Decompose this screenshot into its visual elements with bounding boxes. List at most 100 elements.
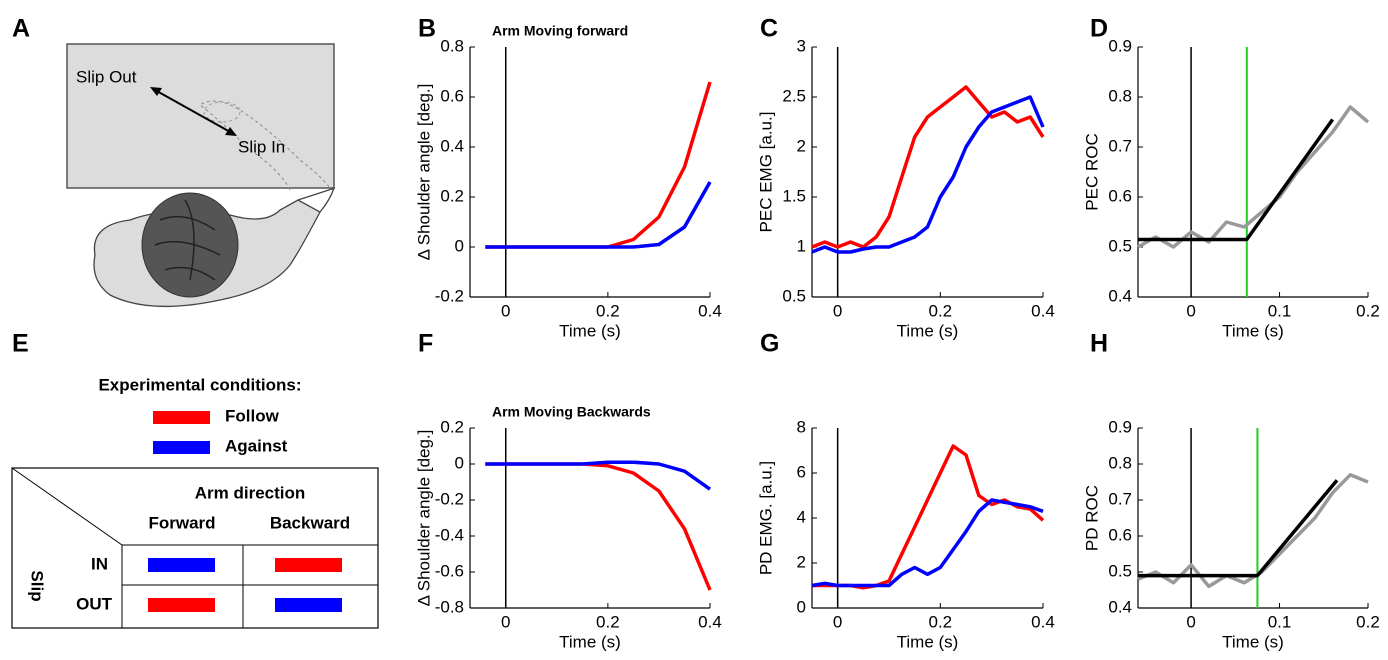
chart: 0.40.50.60.70.80.900.10.2Time (s)PD ROC [1082, 417, 1379, 651]
y-tick-label: 0.8 [1108, 453, 1132, 472]
y-tick-label: -0.8 [435, 597, 464, 616]
y-tick-label: 0.5 [1108, 561, 1132, 580]
y-tick-label: -0.6 [435, 561, 464, 580]
slip-in-label: Slip In [238, 137, 285, 156]
x-tick-label: 0.2 [1356, 612, 1380, 631]
y-axis-label: Δ Shoulder angle [deg.] [414, 430, 433, 607]
cell-swatch [148, 558, 215, 572]
row-header: OUT [76, 594, 113, 613]
x-tick-label: 0 [501, 301, 510, 320]
x-tick-label: 0 [1186, 301, 1195, 320]
y-tick-label: 0.6 [1108, 525, 1132, 544]
row-header: IN [91, 554, 108, 573]
x-axis-label: Time (s) [897, 321, 959, 340]
panel-letter: E [12, 330, 29, 358]
x-tick-label: 0.4 [698, 612, 722, 631]
series-line [1138, 475, 1368, 587]
y-tick-label: 2 [797, 136, 806, 155]
x-tick-label: 0.4 [1031, 301, 1055, 320]
y-tick-label: 2.5 [782, 86, 806, 105]
chart: 0.4 0.5 0.6 0.7 0.8 0.9 0 0.1 0.2 Time (s) PEC ROC [1082, 36, 1379, 340]
column-header: Forward [148, 513, 215, 532]
y-tick-label: 0 [455, 236, 464, 255]
x-tick-label: 0 [1186, 612, 1195, 631]
y-tick-label: 4 [797, 507, 806, 526]
y-tick-label: 0.8 [440, 36, 464, 55]
cell-swatch [275, 598, 342, 612]
conditions-title: Experimental conditions: [98, 375, 301, 394]
y-tick-label: 6 [797, 462, 806, 481]
x-tick-label: 0.2 [596, 301, 620, 320]
x-tick-label: 0.2 [929, 612, 953, 631]
y-tick-label: 0.9 [1108, 417, 1132, 436]
y-tick-label: 2 [797, 552, 806, 571]
y-axis-label: PEC ROC [1082, 133, 1101, 210]
panel-letter: A [12, 15, 30, 43]
x-tick-label: 0.1 [1268, 301, 1292, 320]
y-tick-label: 0.7 [1108, 489, 1132, 508]
x-tick-label: 0.4 [1031, 612, 1055, 631]
series-line [485, 82, 710, 247]
y-tick-label: -0.2 [435, 286, 464, 305]
y-tick-label: 0.8 [1108, 86, 1132, 105]
series-line [812, 97, 1043, 252]
y-tick-label: 8 [797, 417, 806, 436]
y-tick-label: 0.9 [1108, 36, 1132, 55]
y-tick-label: 3 [797, 36, 806, 55]
cell-swatch [275, 558, 342, 572]
y-tick-label: -0.4 [435, 525, 464, 544]
arm-diagram: Slip Out Slip In [67, 44, 335, 306]
table-diagonal [12, 468, 122, 545]
y-axis-label: PD ROC [1082, 485, 1101, 551]
y-tick-label: 0.2 [440, 186, 464, 205]
y-tick-label: 0 [455, 453, 464, 472]
series-line [812, 500, 1043, 586]
x-axis-label: Time (s) [1222, 321, 1284, 340]
conditions: Experimental conditions: [98, 375, 301, 394]
panel-letter: G [760, 330, 779, 358]
legend-swatch [153, 441, 210, 454]
row-group-header: Slip [28, 570, 47, 601]
legend-label: Against [225, 436, 288, 455]
y-axis-label: Δ Shoulder angle [deg.] [414, 84, 433, 261]
chart-title: Arm Moving Backwards [492, 404, 651, 420]
series-line [1138, 120, 1333, 240]
panel-letter: H [1090, 330, 1108, 358]
x-tick-label: 0 [833, 301, 842, 320]
y-tick-label: 0.7 [1108, 136, 1132, 155]
slip-out-label: Slip Out [76, 67, 137, 86]
y-axis-label: PEC EMG [a.u.] [756, 112, 775, 233]
chart-title: Arm Moving forward [492, 23, 628, 39]
legend-label: Follow [225, 406, 280, 425]
y-tick-label: 0.6 [1108, 186, 1132, 205]
y-tick-label: 0.6 [440, 86, 464, 105]
y-axis-label: PD EMG. [a.u.] [756, 461, 775, 575]
y-tick-label: 1 [797, 236, 806, 255]
series-line [1138, 107, 1368, 247]
chart: -0.2 0 0.2 0.4 0.6 0.8 0 0.2 0.4 Arm Moving forwa… [414, 23, 721, 341]
panel-letter: B [418, 15, 436, 43]
x-tick-label: 0.2 [1356, 301, 1380, 320]
panel-letter: D [1090, 15, 1108, 43]
x-tick-label: 0.2 [596, 612, 620, 631]
y-tick-label: 0 [797, 597, 806, 616]
chart: 0.511.522.5300.20.4Time (s)PEC EMG [a.u.… [756, 36, 1054, 340]
y-tick-label: 0.4 [440, 136, 464, 155]
series-line [812, 446, 1043, 588]
cell-swatch [148, 598, 215, 612]
y-tick-label: 0.5 [1108, 236, 1132, 255]
series-line [485, 464, 710, 590]
x-axis-label: Time (s) [559, 321, 621, 340]
legend-swatch [153, 411, 210, 424]
x-axis-label: Time (s) [897, 632, 959, 651]
x-axis-label: Time (s) [1222, 632, 1284, 651]
panel-letter: C [760, 15, 778, 43]
y-tick-label: 0.4 [1108, 286, 1132, 305]
y-tick-label: 0.2 [440, 417, 464, 436]
x-tick-label: 0.2 [929, 301, 953, 320]
y-tick-label: 1.5 [782, 186, 806, 205]
column-header: Backward [270, 513, 350, 532]
x-tick-label: 0.4 [698, 301, 722, 320]
panel-letter: F [418, 330, 433, 358]
